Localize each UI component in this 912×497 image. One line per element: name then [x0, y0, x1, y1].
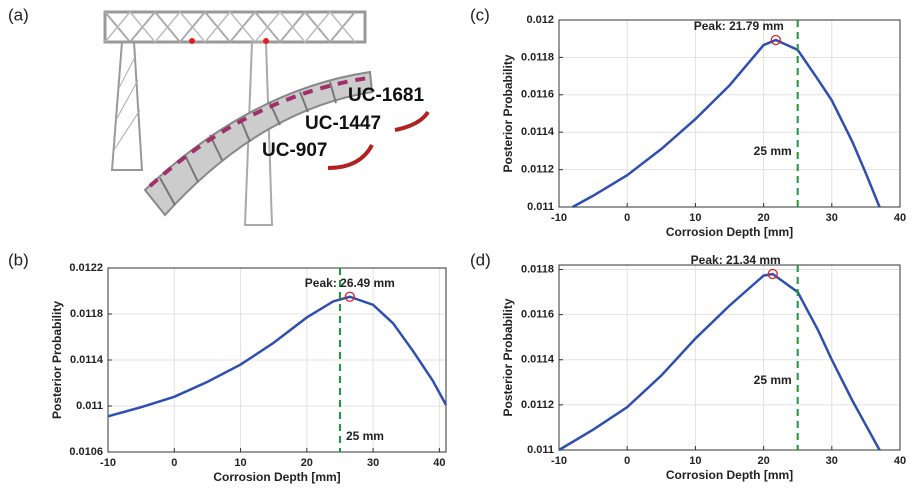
y-tick-label: 0.0106: [69, 446, 103, 458]
y-tick-label: 0.0112: [521, 399, 554, 411]
peak-label: Peak: 21.79 mm: [694, 19, 784, 33]
uc-label: UC-1447: [305, 113, 381, 134]
panel-label: (d): [470, 250, 491, 269]
figure: (a) UC-1681 UC-1447 UC-907 (b) 0.0106 0.01…: [0, 0, 912, 497]
y-tick-label: 0.0116: [521, 309, 554, 321]
x-tick-label: 10: [689, 212, 701, 224]
panel-label: (a): [8, 5, 29, 24]
y-tick-label: 0.0116: [521, 89, 554, 101]
panel-label: (c): [470, 5, 490, 24]
y-tick-label: 0.0118: [521, 51, 554, 63]
plot-area: [559, 20, 900, 207]
y-tick-label: 0.0114: [521, 354, 555, 366]
plot-area: [559, 265, 900, 450]
x-tick-label: 10: [689, 455, 701, 467]
uc-label: UC-1681: [348, 85, 424, 106]
x-tick-label: 0: [624, 455, 630, 467]
threshold-label: 25 mm: [754, 373, 792, 387]
uc-label: UC-907: [262, 140, 327, 161]
threshold-label: 25 mm: [346, 429, 384, 443]
x-axis-label: Corrosion Depth [mm]: [213, 470, 340, 484]
x-tick-label: 40: [433, 457, 445, 469]
y-axis-label: Posterior Probability: [50, 301, 64, 419]
x-tick-label: 0: [171, 457, 177, 469]
x-tick-label: 30: [826, 212, 838, 224]
y-tick-label: 0.012: [526, 14, 554, 26]
y-tick-label: 0.0112: [521, 164, 554, 176]
x-tick-label: 0: [624, 212, 630, 224]
x-tick-label: -10: [100, 457, 116, 469]
y-tick-label: 0.011: [527, 201, 554, 213]
peak-label: Peak: 21.34 mm: [691, 253, 781, 267]
x-axis-label: Corrosion Depth [mm]: [666, 225, 793, 239]
x-tick-label: 40: [894, 455, 906, 467]
y-tick-label: 0.0114: [70, 354, 104, 366]
panel-label: (b): [8, 250, 29, 269]
x-tick-label: -10: [551, 455, 567, 467]
x-tick-label: 20: [757, 212, 769, 224]
y-tick-label: 0.0118: [70, 308, 103, 320]
threshold-label: 25 mm: [754, 144, 792, 158]
y-tick-label: 0.011: [527, 444, 554, 456]
y-tick-label: 0.0122: [69, 262, 103, 274]
x-tick-label: 30: [367, 457, 379, 469]
y-tick-label: 0.0114: [521, 126, 555, 138]
y-axis-label: Posterior Probability: [501, 298, 515, 416]
x-tick-label: 10: [234, 457, 246, 469]
y-tick-label: 0.0118: [521, 263, 554, 275]
x-tick-label: -10: [551, 212, 567, 224]
x-axis-label: Corrosion Depth [mm]: [666, 468, 793, 482]
x-tick-label: 30: [826, 455, 838, 467]
y-tick-label: 0.011: [76, 400, 103, 412]
peak-label: Peak: 26.49 mm: [305, 276, 395, 290]
x-tick-label: 20: [301, 457, 313, 469]
y-axis-label: Posterior Probability: [501, 54, 515, 172]
x-tick-label: 20: [757, 455, 769, 467]
x-tick-label: 40: [894, 212, 906, 224]
